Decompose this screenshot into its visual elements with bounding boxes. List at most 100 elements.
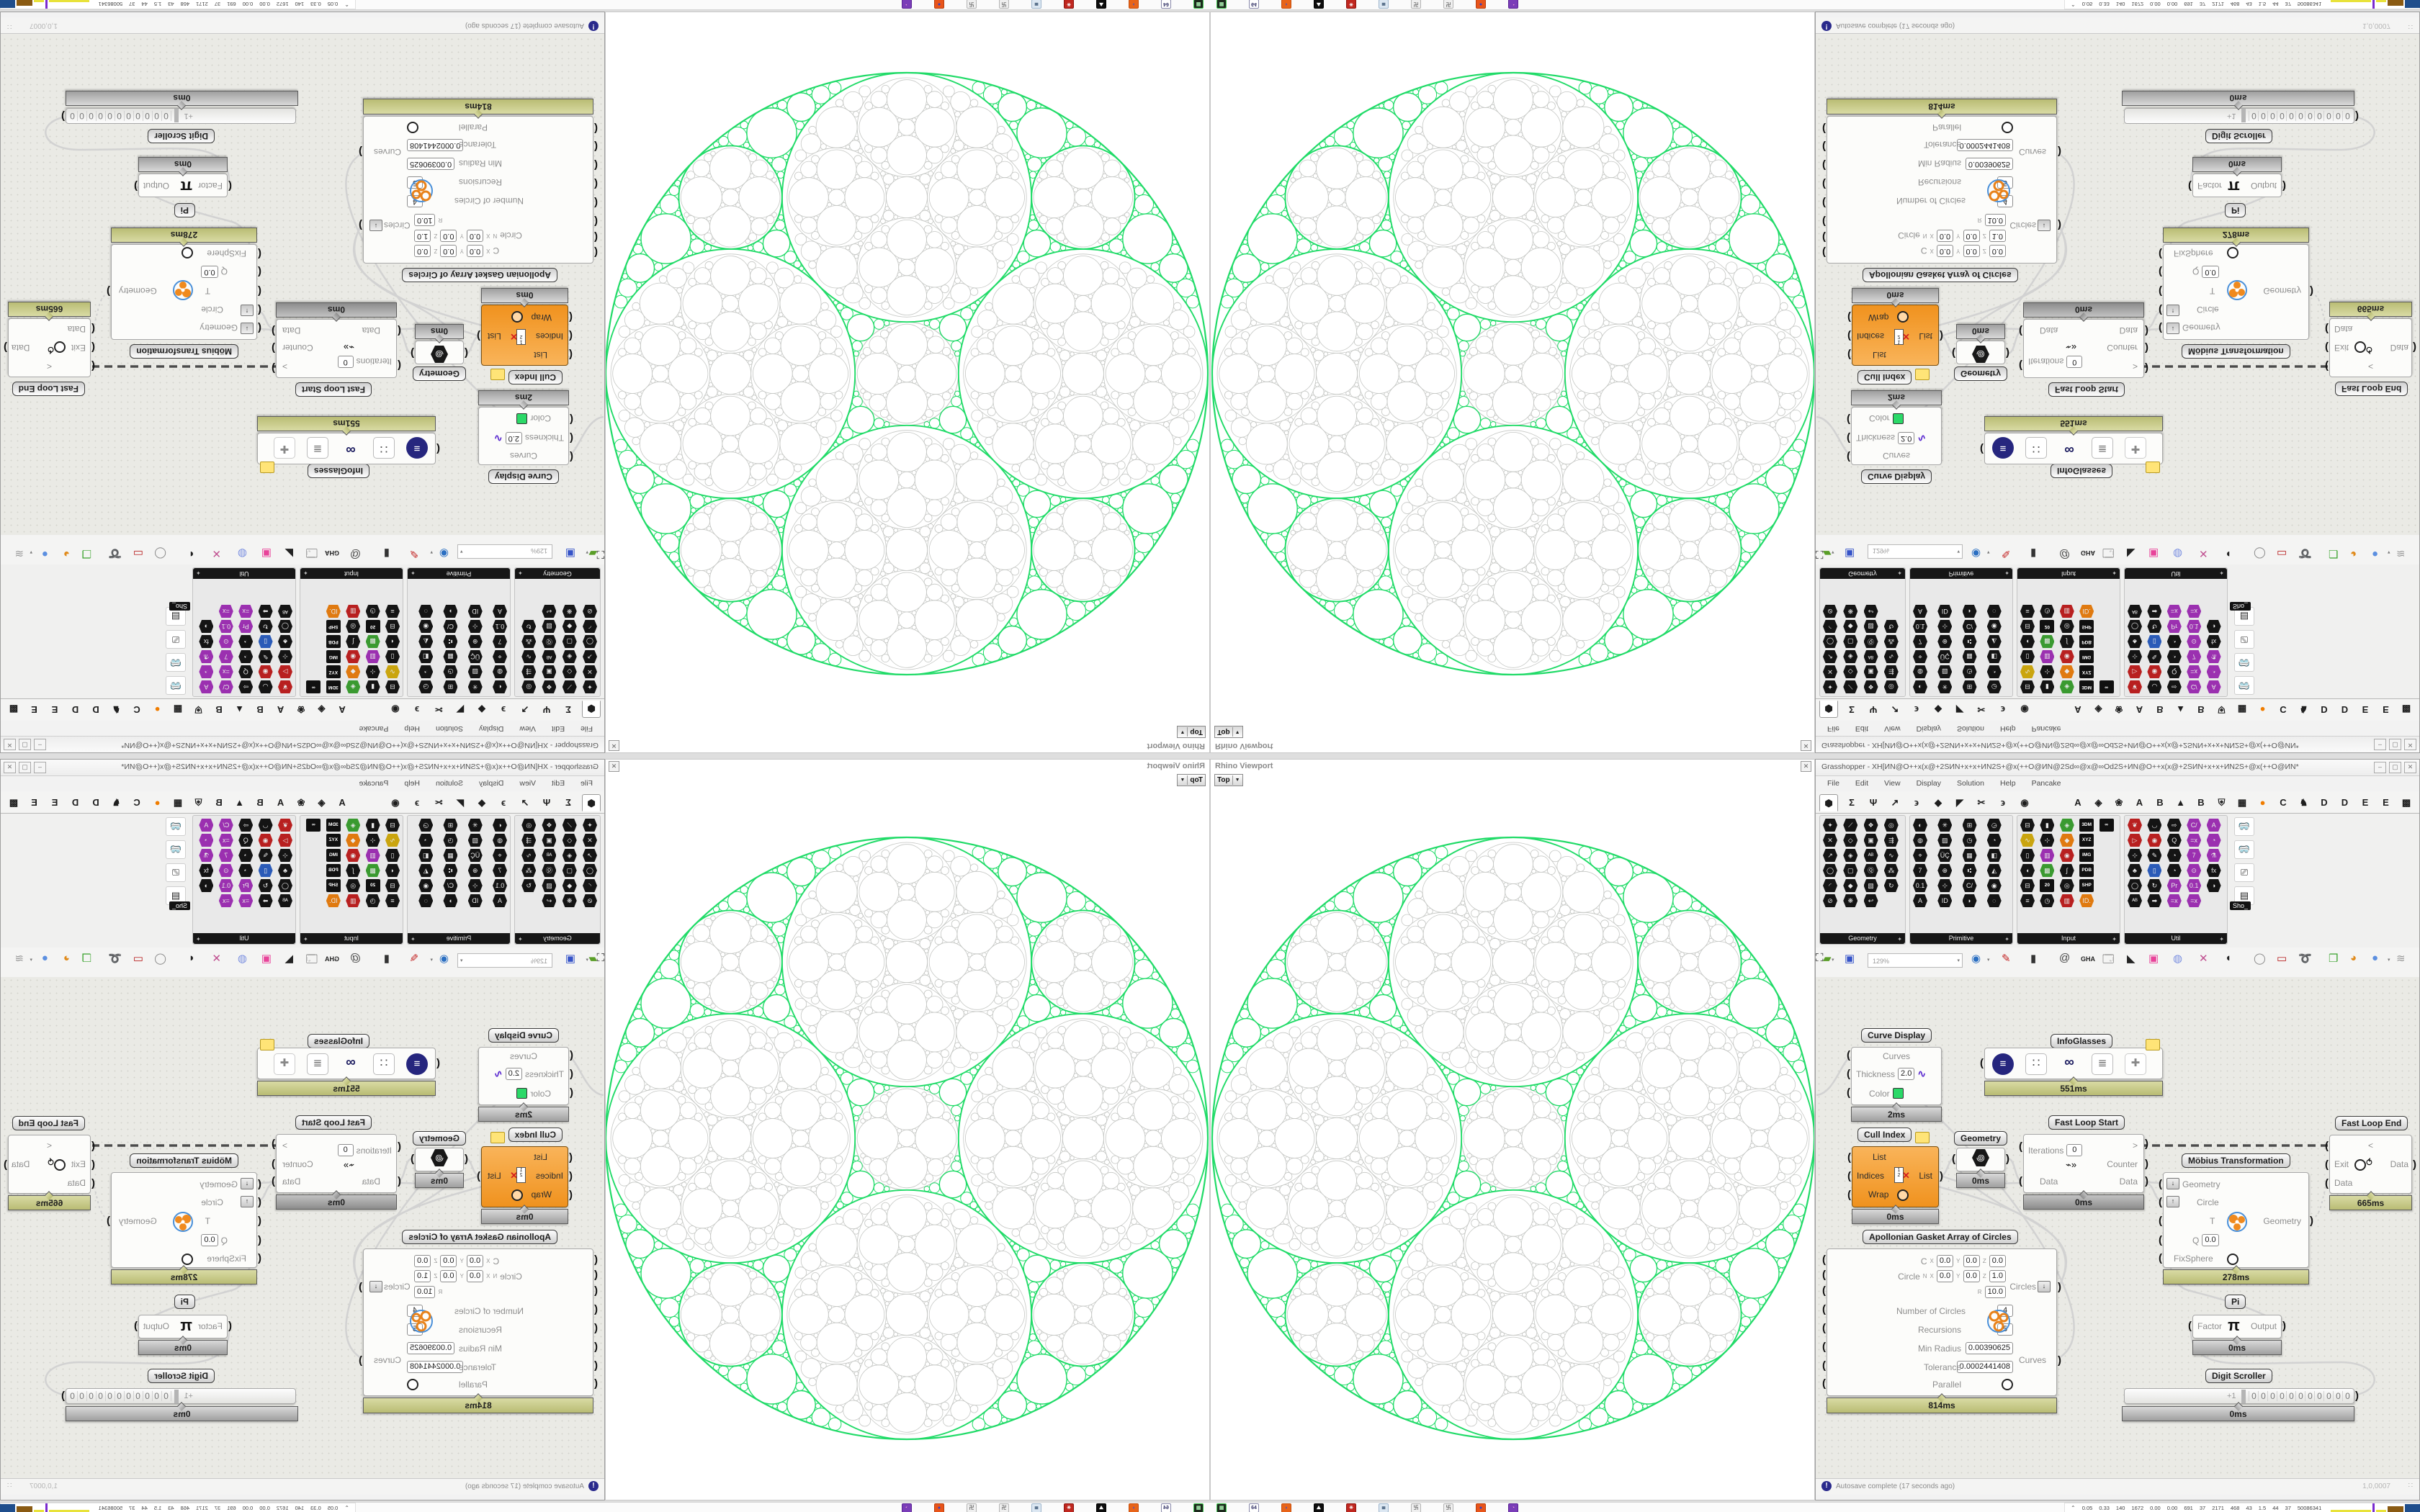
show-panel-icon[interactable]: 🥽 [166,653,186,672]
grasshopper-titlebar[interactable]: Grasshopper - XH[ИN@O++x(x@+2SИN+x+x+ИN2… [1816,736,2419,752]
minimize-button[interactable]: – [2374,762,2386,773]
component-icon[interactable]: ID [1937,605,1952,618]
input-grip[interactable]: ( [2325,323,2329,335]
grasshopper-titlebar[interactable]: Grasshopper - XH[ИN@O++x(x@+2SИN+x+x+ИN2… [1816,760,2419,776]
component-icon[interactable]: ↻ [2147,620,2161,633]
tab-13[interactable]: A [2136,797,2143,808]
component-icon[interactable]: ◜ [1823,879,1837,892]
component-icon[interactable]: ◆ [2059,834,2074,847]
component-icon[interactable]: ⇶ [521,665,536,678]
output-grip[interactable]: ) [134,180,138,192]
component-icon[interactable]: IMG [2079,849,2094,862]
exoskeleton-icon[interactable]: ▮ [383,547,390,559]
node-curve-display[interactable]: ( ( ( Curves Thickness 2.0 ∿ Color [1847,1047,1942,1105]
tab-13[interactable]: A [277,797,284,808]
component-icon[interactable]: ◈ [2059,819,2074,832]
component-icon[interactable] [306,620,321,633]
tab-7[interactable]: ✂ [434,797,443,808]
terminal-icon[interactable]: ▦ [1190,0,1207,9]
component-icon[interactable]: XYZ [326,834,341,847]
sixtyfour-icon[interactable]: 64 [1245,1503,1263,1512]
tab-21[interactable]: ♞ [112,797,121,808]
chevron-down-icon[interactable]: ▾ [586,958,588,963]
chevron-down-icon[interactable]: ▾ [1987,549,1990,554]
scroller-digit[interactable]: 0 [2286,111,2296,121]
zoom-level-input[interactable]: 129% ▾ [457,544,552,559]
tab-25[interactable]: E [31,797,37,808]
tab-0[interactable]: ⬢ [582,701,601,718]
scroller-increment[interactable]: +1 [2227,112,2236,120]
component-icon[interactable]: ➡ [259,605,273,618]
component-icon[interactable]: ↻ [2147,879,2162,892]
component-icon[interactable]: ◔ [2167,635,2182,648]
input-grip[interactable]: ( [258,1252,261,1264]
iterations-value[interactable]: 0 [2066,1144,2083,1156]
component-icon[interactable]: ⚗ [199,650,213,663]
bulb-icon[interactable]: ◍ [2173,953,2183,965]
tab-14[interactable]: B [2156,704,2164,715]
tab-1[interactable]: Σ [1849,704,1855,715]
component-icon[interactable]: ❦ [2128,680,2142,693]
graft-icon[interactable]: ↑ [241,305,254,316]
scroller-digit[interactable]: 0 [2342,1391,2352,1401]
chevron-down-icon[interactable]: ▾ [586,549,588,554]
zoom-focus-icon[interactable]: ⛶ [596,548,604,560]
component-icon[interactable]: 7 [219,849,233,862]
node-label-curve-display[interactable]: Curve Display [1861,1028,1932,1043]
input-grip[interactable]: ( [2159,304,2162,316]
component-icon[interactable]: =x [219,665,233,678]
fixsphere-toggle[interactable] [2227,247,2238,258]
sticky-note-icon[interactable] [1915,1132,1930,1143]
input-grip[interactable]: ( [594,140,598,153]
scroller-digit[interactable]: 0 [143,1391,153,1401]
component-icon[interactable]: ◉ [2059,849,2074,862]
menu-solution[interactable]: Solution [436,779,463,788]
input-grip[interactable]: ( [569,311,573,323]
glyph-app-icon-2[interactable]: 卐 [1440,1503,1457,1512]
component-icon[interactable]: ➡ [2147,605,2161,618]
component-icon[interactable]: ◭ [418,635,433,648]
sketch-pen-icon[interactable]: ✎ [2002,547,2011,559]
component-icon[interactable]: ❖ [542,819,557,832]
component-icon[interactable]: ID [468,605,483,618]
component-icon[interactable] [306,605,321,618]
input-grip[interactable]: ( [398,359,401,372]
tab-4[interactable]: ϶ [1914,797,1919,808]
swirl-teal-icon[interactable]: ➰ [108,953,122,965]
component-icon[interactable]: ⊹ [1937,879,1953,892]
grasshopper-titlebar[interactable]: Grasshopper - XH[ИN@O++x(x@+2SИN+x+x+ИN2… [1,760,604,776]
close-button[interactable]: ✕ [4,739,16,750]
cluster-value[interactable]: 0.00390625 [407,1342,455,1354]
component-icon[interactable]: ✎ [259,650,273,663]
scroller-digit[interactable]: 0 [2286,1391,2296,1401]
node-pi[interactable]: ( ) Factor π Output [2188,174,2286,197]
chevron-down-icon[interactable]: ▾ [1832,958,1834,963]
component-icon[interactable]: ▦ [1963,650,1977,663]
component-icon[interactable]: ◌ [1986,894,2002,907]
input-grip[interactable]: ( [1822,122,1826,135]
media-icon[interactable]: ◔ [898,1503,915,1512]
input-grip[interactable]: ( [1822,1269,1826,1281]
component-icon[interactable]: A [493,894,507,907]
bubble-icon[interactable] [2146,462,2160,473]
input-grip[interactable]: ( [91,323,95,335]
node-label-mobius[interactable]: Möbius Transformation [2182,344,2290,359]
component-icon[interactable]: ◔ [1987,665,2002,678]
minimize-button[interactable]: – [34,762,46,773]
tab-9[interactable]: ◉ [2020,704,2029,715]
sketch-pen-icon[interactable]: ✎ [409,547,418,559]
component-icon[interactable]: ▷ [278,834,292,847]
tab-17[interactable]: ⛨ [2218,797,2226,808]
gha-icon[interactable]: GHA [325,549,339,557]
gift-box-icon[interactable]: ▣ [2148,953,2159,965]
node-apollonian-cluster[interactable]: C X 0.0 Y 0.0 Z 0.0(Circle N X 0.0 Y 0.0 Z 1.0(R 10.0(… [1822,1248,2061,1396]
component-icon[interactable]: ➡ [2147,894,2162,907]
component-icon[interactable]: ⊹ [468,620,483,633]
component-icon[interactable]: 0.1 [493,879,507,892]
input-grip[interactable]: ( [1847,348,1851,361]
component-icon[interactable] [2099,650,2114,663]
tab-5[interactable]: ◆ [1935,797,1942,808]
component-icon[interactable]: A [1913,605,1927,618]
scroller-digit[interactable]: 0 [2342,111,2352,121]
exoskeleton-icon[interactable]: ▮ [2030,953,2037,965]
